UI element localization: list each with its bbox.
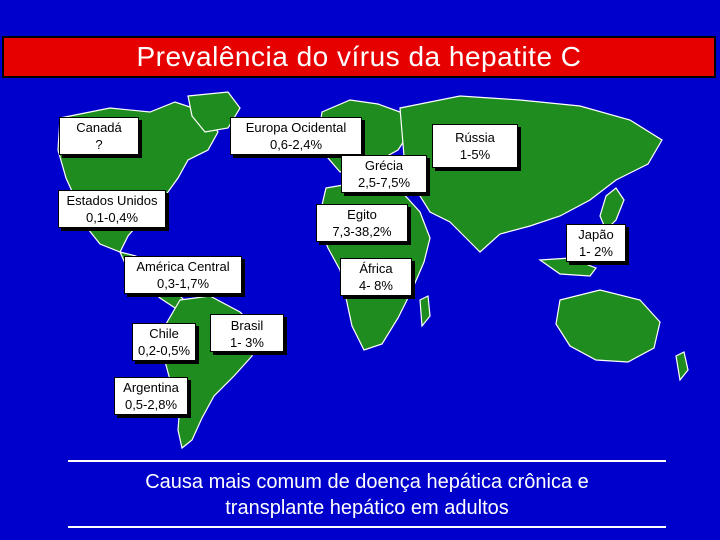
region-name: Brasil: [230, 318, 264, 333]
region-label-argentina: Argentina 0,5-2,8%: [114, 377, 188, 415]
region-label-grecia: Grécia 2,5-7,5%: [341, 155, 427, 193]
region-value: 0,2-0,5%: [137, 343, 191, 358]
region-name: Egito: [347, 207, 377, 222]
region-value: 0,6-2,4%: [269, 137, 323, 152]
region-name: Chile: [149, 326, 179, 341]
page-title: Prevalência do vírus da hepatite C: [2, 36, 716, 78]
region-name: Estados Unidos: [66, 193, 158, 208]
region-label-eua: Estados Unidos 0,1-0,4%: [58, 190, 166, 228]
region-label-europa: Europa Ocidental 0,6-2,4%: [230, 117, 362, 155]
region-value: 4- 8%: [359, 278, 393, 293]
region-value: 1-5%: [459, 147, 491, 162]
region-label-chile: Chile 0,2-0,5%: [132, 323, 196, 361]
region-label-japao: Japão 1- 2%: [566, 224, 626, 262]
region-name: Europa Ocidental: [245, 120, 347, 135]
region-label-canada: Canadá ?: [59, 117, 139, 155]
region-value: 1- 3%: [230, 335, 264, 350]
region-label-russia: Rússia 1-5%: [432, 124, 518, 168]
new-zealand-landmass: [675, 351, 689, 382]
region-name: Grécia: [364, 158, 404, 173]
region-value: 0,5-2,8%: [124, 397, 178, 412]
region-name: África: [359, 261, 393, 276]
region-value: ?: [95, 137, 103, 152]
region-name: Canadá: [76, 120, 122, 135]
region-value: 7,3-38,2%: [332, 224, 392, 239]
region-value: 2,5-7,5%: [357, 175, 411, 190]
region-label-egito: Egito 7,3-38,2%: [316, 204, 408, 242]
region-value: 0,1-0,4%: [85, 210, 139, 225]
indonesia-landmass: [538, 257, 597, 277]
japan-landmass: [599, 187, 625, 232]
region-name: Rússia: [455, 130, 495, 145]
australia-landmass: [555, 289, 661, 363]
region-label-africa: África 4- 8%: [340, 258, 412, 296]
region-value: 0,3-1,7%: [156, 276, 210, 291]
greenland-landmass: [187, 91, 241, 133]
footer-line-1: Causa mais comum de doença hepática crôn…: [145, 471, 589, 493]
footer-caption: Causa mais comum de doença hepática crôn…: [68, 460, 666, 528]
region-name: América Central: [136, 259, 230, 274]
region-value: 1- 2%: [579, 244, 613, 259]
region-name: Japão: [578, 227, 614, 242]
madagascar-landmass: [419, 295, 431, 328]
region-label-america-central: América Central 0,3-1,7%: [124, 256, 242, 294]
region-label-brasil: Brasil 1- 3%: [210, 314, 284, 352]
region-name: Argentina: [123, 380, 179, 395]
footer-line-2: transplante hepático em adultos: [225, 497, 509, 519]
